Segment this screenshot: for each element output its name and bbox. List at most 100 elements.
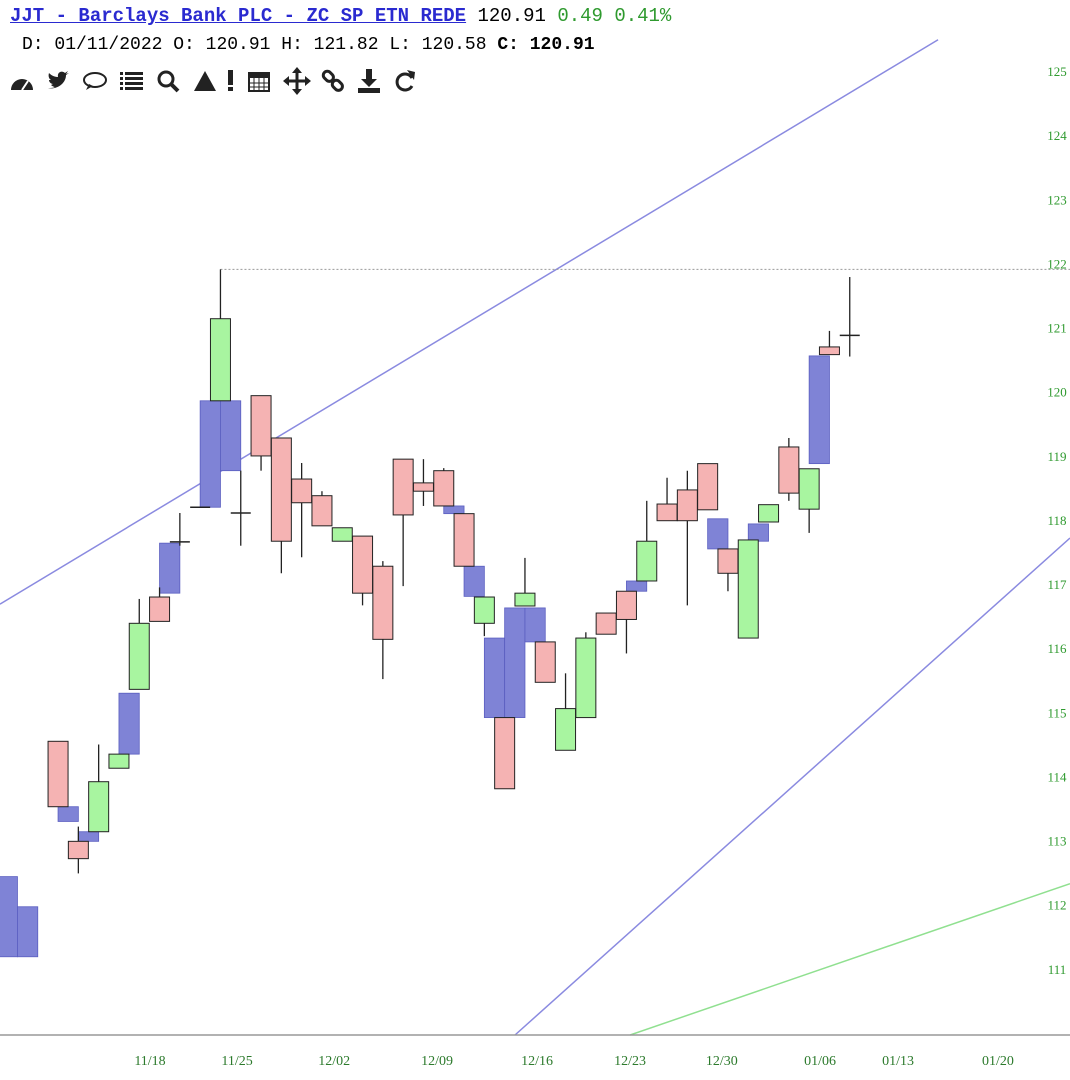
candle-body <box>291 478 313 504</box>
range-box <box>524 607 546 643</box>
refresh-icon[interactable] <box>395 70 415 92</box>
x-tick-label: 01/06 <box>804 1054 836 1069</box>
candle-body <box>149 596 171 622</box>
candle-body <box>615 590 637 620</box>
x-tick-label: 12/02 <box>318 1054 350 1069</box>
candle-body <box>494 717 516 790</box>
candle-body <box>514 592 536 607</box>
candle-body <box>555 708 577 751</box>
calendar-icon[interactable] <box>248 72 270 92</box>
y-tick-label: 119 <box>1047 449 1066 464</box>
candle-body <box>818 346 840 356</box>
candle-body <box>656 503 678 522</box>
range-box <box>707 518 729 550</box>
y-tick-label: 118 <box>1047 513 1066 528</box>
range-box <box>808 355 830 465</box>
quote-header: JJT - Barclays Bank PLC - ZC SP ETN REDE… <box>10 5 671 27</box>
range-box <box>504 607 526 718</box>
search-icon[interactable] <box>157 70 180 93</box>
y-tick-label: 120 <box>1047 385 1067 400</box>
range-box <box>199 400 221 508</box>
candle-body <box>352 535 374 594</box>
y-tick-label: 123 <box>1047 192 1067 207</box>
low: L: 120.58 <box>389 35 487 55</box>
y-tick-label: 124 <box>1047 128 1067 143</box>
range-box <box>118 692 140 755</box>
range-box <box>159 542 181 594</box>
candle-body <box>311 495 333 527</box>
y-tick-label: 113 <box>1047 834 1066 849</box>
range-box <box>443 505 465 515</box>
link-icon[interactable] <box>321 69 344 92</box>
x-tick-label: 12/30 <box>706 1054 738 1069</box>
candle-body <box>412 482 434 492</box>
candle-body <box>67 840 89 860</box>
candle-body <box>392 458 414 516</box>
candle-body <box>697 463 719 511</box>
y-tick-label: 117 <box>1047 577 1067 592</box>
candle-body <box>47 740 69 808</box>
candle-body <box>250 395 272 457</box>
trend-line <box>514 537 1070 1036</box>
list-icon[interactable] <box>120 72 143 90</box>
open: O: 120.91 <box>173 35 271 55</box>
range-box <box>77 831 100 842</box>
range-box <box>17 906 39 958</box>
y-tick-label: 114 <box>1047 769 1067 784</box>
candle-body <box>798 468 820 510</box>
candle-body <box>534 641 556 683</box>
candle-body <box>737 539 759 639</box>
candle-body <box>758 504 780 523</box>
range-box <box>0 876 18 958</box>
date: D: 01/11/2022 <box>22 35 163 55</box>
download-icon[interactable] <box>358 69 380 93</box>
range-box <box>747 523 769 542</box>
comment-icon[interactable] <box>83 72 107 90</box>
candle-body <box>676 489 698 522</box>
dashboard-icon[interactable] <box>11 79 33 91</box>
candle-body <box>433 470 455 507</box>
trend-line <box>629 882 1070 1036</box>
candle-body <box>108 753 130 769</box>
candle-body <box>717 548 739 574</box>
candle-body <box>575 637 597 719</box>
candle-body <box>209 318 231 402</box>
x-tick-label: 11/25 <box>221 1054 252 1069</box>
candle-body <box>453 513 475 567</box>
range-box <box>220 400 242 472</box>
twitter-icon[interactable] <box>48 71 69 89</box>
x-tick-label: 12/16 <box>521 1054 553 1069</box>
candle-body <box>595 612 617 635</box>
candle-body <box>372 565 394 640</box>
x-tick-label: 12/23 <box>614 1054 646 1069</box>
move-icon[interactable] <box>283 67 311 95</box>
candle-body <box>270 437 292 542</box>
x-tick-label: 11/18 <box>134 1054 165 1069</box>
ohlc-header: D: 01/11/2022 O: 120.91 H: 121.82 L: 120… <box>22 35 595 55</box>
candle-body <box>128 622 150 690</box>
x-tick-label: 01/20 <box>982 1054 1014 1069</box>
close: C: 120.91 <box>497 35 595 55</box>
range-box <box>57 806 79 822</box>
range-box <box>463 565 485 597</box>
x-tick-label: 01/13 <box>882 1054 914 1069</box>
y-tick-label: 115 <box>1047 705 1066 720</box>
candle-body <box>778 446 800 494</box>
candle-body <box>88 781 110 833</box>
high: H: 121.82 <box>281 35 379 55</box>
range-box <box>626 580 648 592</box>
candle-body <box>331 527 353 542</box>
range-box <box>483 637 506 718</box>
symbol-title[interactable]: JJT - Barclays Bank PLC - ZC SP ETN REDE <box>10 5 467 27</box>
alert-icon[interactable] <box>228 70 233 91</box>
y-tick-label: 122 <box>1047 256 1067 271</box>
toolbar <box>11 67 415 95</box>
triangle-icon[interactable] <box>194 71 216 91</box>
last-price: 120.91 <box>477 5 546 27</box>
y-tick-label: 125 <box>1047 64 1067 79</box>
trend-line <box>0 39 939 605</box>
y-tick-label: 111 <box>1048 962 1067 977</box>
y-tick-label: 116 <box>1047 641 1067 656</box>
